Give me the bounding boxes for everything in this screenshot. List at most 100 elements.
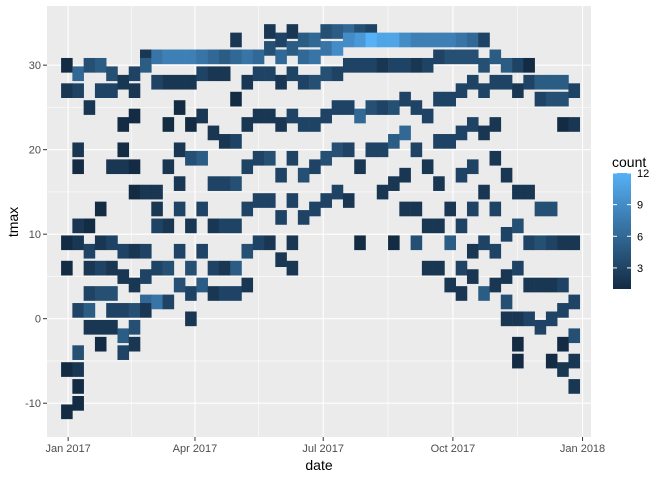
heatmap-bin xyxy=(128,159,141,175)
heatmap-bin xyxy=(83,319,96,335)
heatmap-bin xyxy=(399,32,411,48)
heatmap-bin xyxy=(140,184,152,200)
heatmap-bin xyxy=(376,142,389,158)
heatmap-bin xyxy=(388,32,400,48)
x-tick-label: Jan 2017 xyxy=(46,443,91,455)
heatmap-bin xyxy=(106,303,118,318)
heatmap-bin xyxy=(399,125,411,141)
heatmap-bin xyxy=(162,159,175,175)
heatmap-bin xyxy=(286,108,299,124)
heatmap-bin xyxy=(83,260,96,276)
y-tick-label: -10 xyxy=(25,398,41,410)
heatmap-bin xyxy=(489,277,502,293)
heatmap-bin xyxy=(72,83,84,98)
heatmap-bin xyxy=(354,108,366,124)
heatmap-bin xyxy=(128,108,141,124)
heatmap-bin xyxy=(500,311,513,327)
heatmap-bin xyxy=(342,100,355,115)
heatmap-bin xyxy=(478,83,490,98)
heatmap-bin xyxy=(185,49,197,65)
legend-label: 9 xyxy=(637,200,643,212)
heatmap-bin xyxy=(61,404,73,420)
heatmap-bin xyxy=(388,134,400,149)
heatmap-bin xyxy=(433,176,445,191)
heatmap-bin xyxy=(399,201,411,217)
y-tick-label: 0 xyxy=(35,314,41,326)
heatmap-bin xyxy=(230,286,242,301)
heatmap-bin xyxy=(320,66,332,82)
heatmap-bin xyxy=(162,260,175,276)
heatmap-bin xyxy=(309,159,321,175)
heatmap-bin xyxy=(354,235,366,251)
heatmap-bin xyxy=(421,32,434,48)
heatmap-bin xyxy=(388,100,400,115)
heatmap-bin xyxy=(534,319,547,335)
heatmap-bin xyxy=(218,176,231,191)
heatmap-bin xyxy=(365,32,378,48)
heatmap-bin xyxy=(83,243,96,259)
heatmap-bin xyxy=(500,226,513,242)
heatmap-bin xyxy=(545,91,558,107)
heatmap-bin xyxy=(421,57,434,73)
heatmap-bin xyxy=(185,286,197,301)
heatmap-bin xyxy=(455,32,468,48)
heatmap-bin xyxy=(128,277,141,293)
heatmap-bin xyxy=(185,150,197,166)
heatmap-bin xyxy=(444,49,456,65)
heatmap-bin xyxy=(545,311,558,327)
heatmap-bin xyxy=(410,32,423,48)
heatmap-bin xyxy=(185,117,197,132)
heatmap-bin xyxy=(207,66,220,82)
heatmap-bin xyxy=(455,125,468,141)
heatmap-bin xyxy=(421,218,434,234)
heatmap-bin xyxy=(331,66,344,82)
heatmap-bin xyxy=(478,235,490,251)
heatmap-bin xyxy=(557,91,569,107)
heatmap-bin xyxy=(320,150,332,166)
heatmap-bin xyxy=(466,159,479,175)
heatmap-bin xyxy=(286,235,299,251)
heatmap-bin xyxy=(162,117,175,132)
heatmap-bin xyxy=(140,243,152,259)
heatmap-bin xyxy=(230,32,242,48)
heatmap-bin xyxy=(523,235,535,251)
heatmap-bin xyxy=(72,142,84,158)
heatmap-bin xyxy=(230,49,242,65)
heatmap-bin xyxy=(230,91,242,107)
heatmap-bin xyxy=(94,201,107,217)
heatmap-bin xyxy=(410,142,423,158)
heatmap-bin xyxy=(342,142,355,158)
heatmap-bin xyxy=(218,49,231,65)
heatmap-bin xyxy=(275,32,287,48)
heatmap-bin xyxy=(534,201,547,217)
heatmap-bin xyxy=(500,57,513,73)
heatmap-bin xyxy=(128,319,141,335)
heatmap-bin xyxy=(500,294,513,310)
heatmap-bin xyxy=(117,117,130,132)
heatmap-bin xyxy=(523,74,535,90)
heatmap-bin xyxy=(275,117,287,132)
heatmap-bin xyxy=(162,49,175,65)
heatmap-bin xyxy=(365,142,378,158)
heatmap-bin xyxy=(297,74,310,90)
heatmap-bin xyxy=(218,286,231,301)
heatmap-bin xyxy=(128,184,141,200)
heatmap-bin xyxy=(545,235,558,251)
heatmap-bin xyxy=(275,167,287,183)
heatmap-bin xyxy=(376,32,389,48)
heatmap-bin xyxy=(523,57,535,73)
heatmap-bin xyxy=(128,303,141,318)
heatmap-bin xyxy=(444,32,456,48)
heatmap-bin xyxy=(230,176,242,191)
heatmap-bin xyxy=(466,117,479,132)
heatmap-bin xyxy=(376,184,389,200)
heatmap-bin xyxy=(455,83,468,98)
heatmap-bin xyxy=(286,24,299,39)
heatmap-bin xyxy=(196,150,208,166)
heatmap-bin xyxy=(83,303,96,318)
heatmap-bin xyxy=(388,176,400,191)
heatmap-bin xyxy=(230,218,242,234)
heatmap-bin xyxy=(252,150,265,166)
heatmap-bin xyxy=(151,74,163,90)
heatmap-bin xyxy=(207,125,220,141)
